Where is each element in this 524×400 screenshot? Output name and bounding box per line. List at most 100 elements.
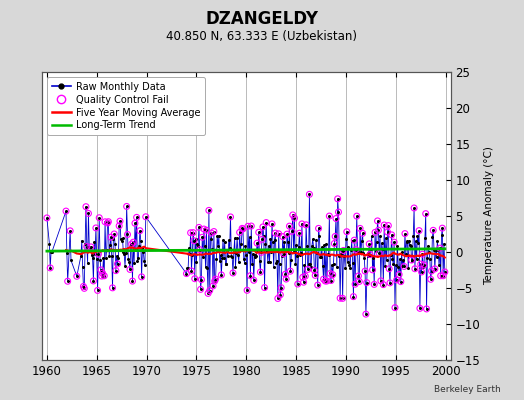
Point (435, 245, 444, 251)
Point (112, 268, 120, 274)
Point (289, 212, 297, 218)
Point (247, 223, 256, 229)
Point (407, 257, 416, 263)
Point (377, 278, 385, 284)
Point (195, 246, 204, 253)
Point (94, 251, 103, 257)
Point (302, 222, 310, 228)
Point (129, 239, 137, 245)
Point (427, 276, 435, 282)
Point (422, 306, 431, 312)
Point (136, 228, 144, 234)
Point (368, 267, 377, 273)
Point (373, 218, 381, 224)
Point (374, 227, 383, 234)
Point (209, 283, 217, 289)
Point (244, 223, 252, 230)
Point (277, 284, 286, 291)
Point (323, 278, 331, 284)
Point (258, 236, 266, 242)
Point (101, 219, 109, 225)
Point (210, 228, 218, 235)
Point (355, 278, 364, 285)
Point (436, 272, 445, 279)
Point (238, 225, 246, 232)
Point (356, 225, 364, 232)
Y-axis label: Temperature Anomaly (°C): Temperature Anomaly (°C) (484, 146, 495, 286)
Point (211, 278, 219, 284)
Point (262, 219, 270, 226)
Point (361, 268, 369, 274)
Point (217, 272, 225, 278)
Point (128, 278, 137, 284)
Point (282, 276, 290, 282)
Point (191, 276, 199, 282)
Point (190, 238, 198, 244)
Point (123, 231, 132, 238)
Point (99, 270, 107, 276)
Point (299, 274, 307, 280)
Text: Berkeley Earth: Berkeley Earth (434, 385, 500, 394)
Point (334, 209, 343, 215)
Point (366, 251, 374, 258)
Point (133, 214, 141, 220)
Point (329, 272, 337, 278)
Point (365, 241, 374, 247)
Point (384, 222, 392, 229)
Point (286, 268, 294, 274)
Point (116, 218, 124, 224)
Point (400, 263, 408, 270)
Point (327, 277, 335, 284)
Point (253, 240, 261, 246)
Point (384, 229, 392, 235)
Point (107, 234, 115, 240)
Point (260, 284, 269, 291)
Point (205, 287, 214, 294)
Point (103, 220, 112, 226)
Point (386, 280, 394, 286)
Point (418, 269, 426, 275)
Point (311, 272, 320, 278)
Point (343, 228, 351, 235)
Point (235, 229, 244, 236)
Point (115, 223, 123, 229)
Point (226, 214, 235, 220)
Point (350, 294, 358, 300)
Point (401, 230, 409, 237)
Point (416, 305, 424, 312)
Point (97, 267, 105, 273)
Point (243, 287, 252, 294)
Point (73, 273, 81, 280)
Point (354, 273, 363, 279)
Point (275, 230, 283, 237)
Point (187, 230, 195, 236)
Point (351, 281, 359, 287)
Point (276, 292, 285, 298)
Point (256, 269, 265, 275)
Point (390, 239, 398, 245)
Point (62, 208, 70, 214)
Point (371, 229, 379, 236)
Point (319, 276, 328, 282)
Point (336, 295, 344, 301)
Point (127, 241, 136, 247)
Point (89, 278, 97, 284)
Point (281, 271, 290, 278)
Point (197, 276, 205, 283)
Point (104, 218, 113, 225)
Point (274, 295, 282, 302)
Point (255, 229, 263, 236)
Point (363, 280, 371, 286)
Text: 40.850 N, 63.333 E (Uzbekistan): 40.850 N, 63.333 E (Uzbekistan) (167, 30, 357, 43)
Point (207, 230, 215, 236)
Point (113, 261, 122, 267)
Point (431, 266, 439, 272)
Point (391, 304, 399, 311)
Point (268, 221, 276, 227)
Point (82, 204, 90, 210)
Point (79, 283, 88, 290)
Point (428, 268, 436, 274)
Point (314, 225, 323, 232)
Point (375, 250, 384, 256)
Point (137, 274, 146, 280)
